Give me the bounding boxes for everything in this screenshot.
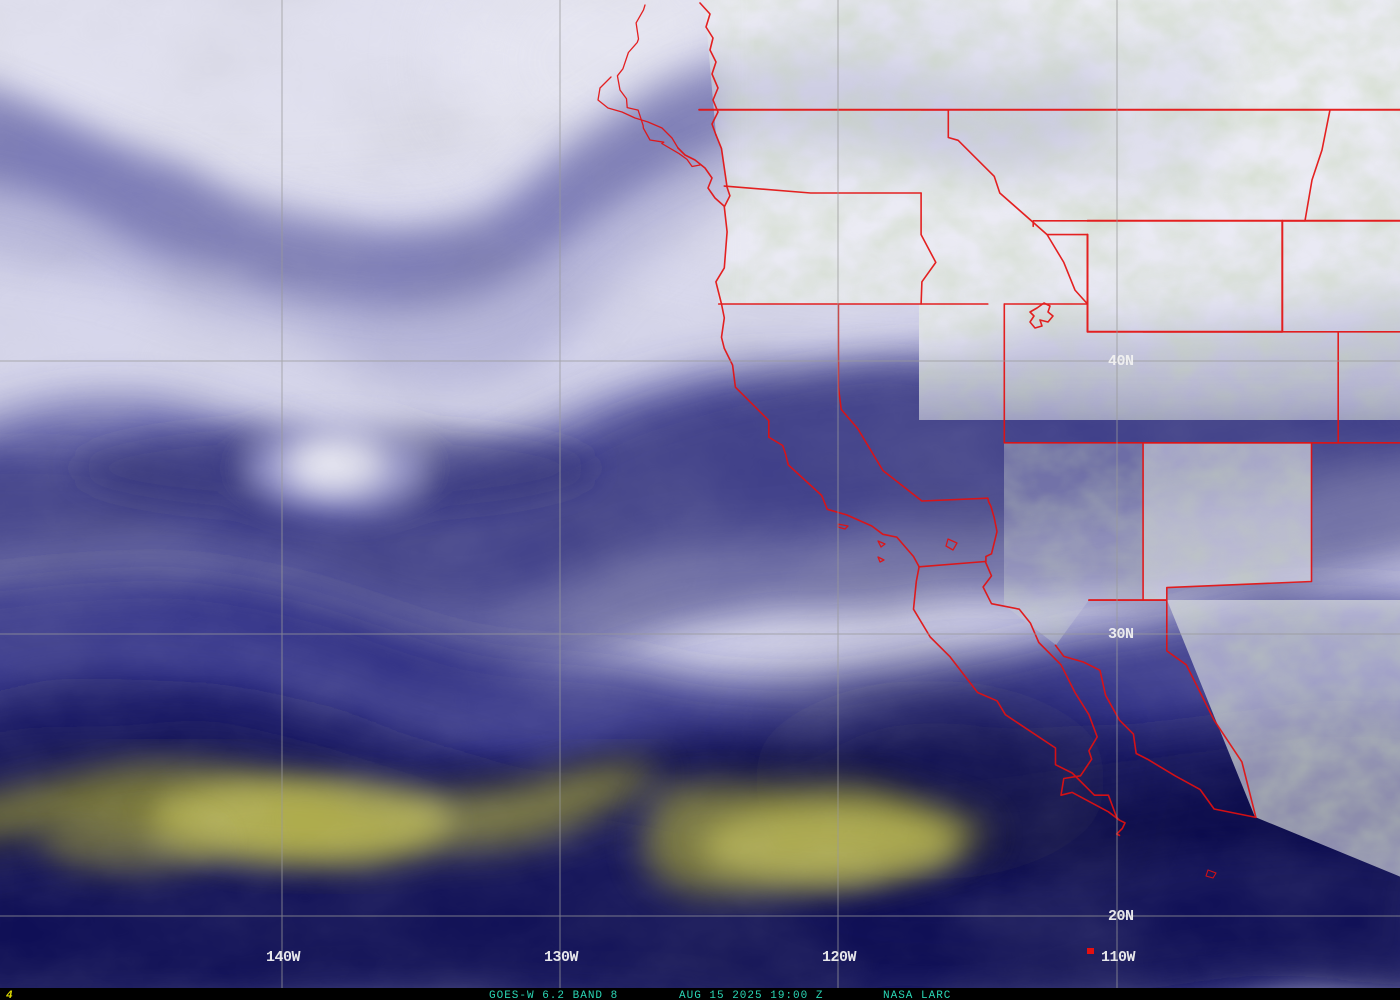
svg-text:110W: 110W [1101,949,1136,966]
svg-text:40N: 40N [1108,353,1134,370]
svg-text:AUG 15 2025 19:00 Z: AUG 15 2025 19:00 Z [679,990,823,1000]
svg-text:120W: 120W [822,949,857,966]
svg-text:140W: 140W [266,949,301,966]
svg-text:NASA LARC: NASA LARC [883,990,951,1000]
svg-text:30N: 30N [1108,626,1134,643]
svg-text:GOES-W 6.2 BAND 8: GOES-W 6.2 BAND 8 [489,990,618,1000]
svg-text:20N: 20N [1108,908,1134,925]
svg-text:4: 4 [6,990,13,1000]
svg-text:130W: 130W [544,949,579,966]
